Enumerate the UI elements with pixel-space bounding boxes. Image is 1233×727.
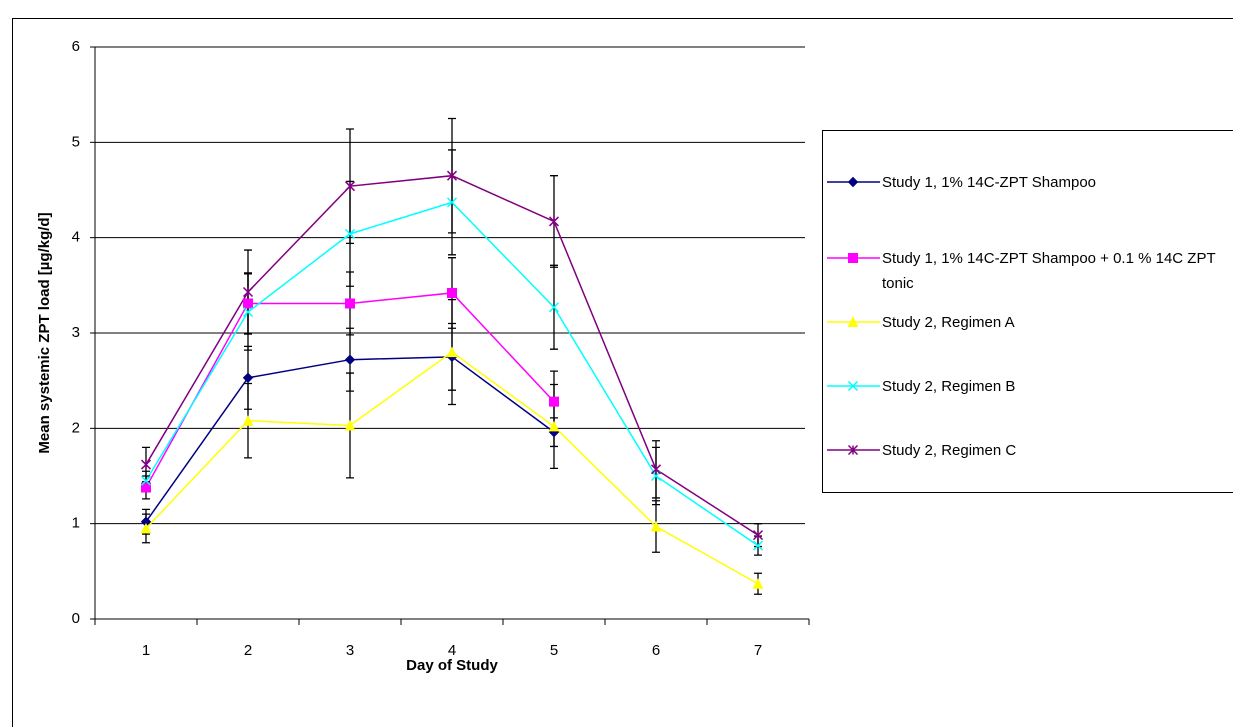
legend-label: Study 1, 1% 14C-ZPT Shampoo + 0.1 % 14C … <box>882 249 1216 292</box>
x-tick-label: 2 <box>244 642 252 659</box>
data-point <box>344 419 356 431</box>
data-point <box>446 197 458 208</box>
data-point <box>140 522 152 534</box>
data-point <box>650 464 662 475</box>
legend-item: Study 2, Regimen A <box>882 313 1015 331</box>
y-tick-label: 0 <box>72 610 80 627</box>
y-axis-label: Mean systemic ZPT load [µg/kg/d] <box>36 212 53 453</box>
data-point <box>242 372 254 384</box>
data-point <box>242 286 254 298</box>
data-point <box>548 302 560 313</box>
x-tick-label: 5 <box>550 642 558 659</box>
y-tick-label: 2 <box>72 419 80 436</box>
data-point <box>752 578 764 589</box>
legend-label: Study 2, Regimen B <box>882 377 1016 395</box>
x-tick-label: 1 <box>142 642 150 659</box>
legend-box <box>822 130 1233 493</box>
x-tick-label: 4 <box>448 642 456 659</box>
y-tick-label: 6 <box>72 38 80 55</box>
data-point <box>344 181 356 192</box>
legend-marker <box>847 444 859 456</box>
y-tick-label: 1 <box>72 515 80 532</box>
x-axis-label: Day of Study <box>406 657 498 674</box>
x-tick-label: 3 <box>346 642 354 659</box>
data-point <box>446 170 458 181</box>
data-point <box>344 228 356 239</box>
data-point <box>140 475 152 486</box>
data-point <box>650 520 662 532</box>
legend-label: Study 1, 1% 14C-ZPT Shampoo <box>882 173 1096 191</box>
data-point <box>243 298 253 309</box>
data-point <box>242 415 254 426</box>
data-point <box>549 396 559 407</box>
data-point <box>242 306 254 318</box>
data-point <box>548 216 560 227</box>
data-point <box>345 298 355 309</box>
legend-marker <box>848 253 858 263</box>
legend-item: Study 2, Regimen B <box>882 377 1016 395</box>
legend-marker <box>847 380 859 392</box>
y-tick-label: 4 <box>72 229 80 246</box>
y-tick-label: 5 <box>72 133 80 150</box>
data-point <box>752 540 764 551</box>
legend-marker <box>847 176 859 188</box>
legend-item: Study 2, Regimen C <box>882 441 1017 459</box>
legend-label: Study 2, Regimen A <box>882 313 1015 331</box>
data-point <box>548 420 560 432</box>
x-tick-label: 6 <box>652 642 660 659</box>
data-point <box>447 287 457 298</box>
data-point <box>344 354 356 365</box>
data-point <box>752 530 764 541</box>
legend-item: Study 1, 1% 14C-ZPT Shampoo + 0.1 % 14C … <box>882 249 1216 292</box>
x-tick-label: 7 <box>754 642 762 659</box>
data-point <box>446 346 458 358</box>
y-tick-label: 3 <box>72 324 80 341</box>
legend-item: Study 1, 1% 14C-ZPT Shampoo <box>882 173 1096 191</box>
data-point <box>140 459 152 470</box>
legend-label: Study 2, Regimen C <box>882 441 1017 459</box>
legend-marker <box>847 316 859 327</box>
